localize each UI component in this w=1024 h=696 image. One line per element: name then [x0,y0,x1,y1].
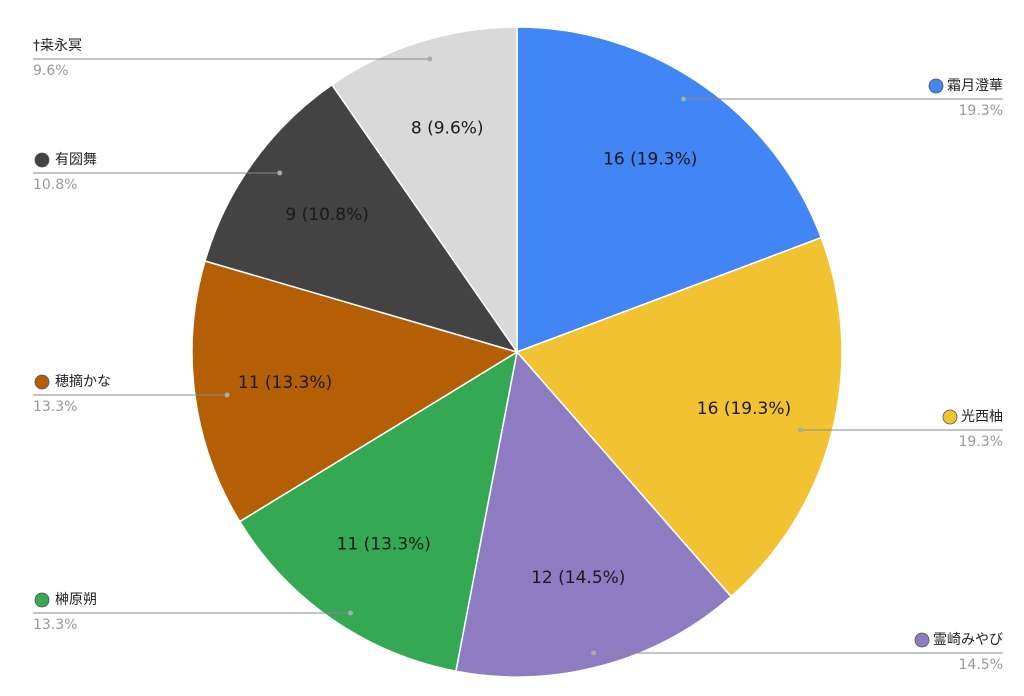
percent-label: 19.3% [959,103,1003,119]
pie-slice [204,83,519,354]
legend-swatch [928,78,944,94]
slice-label: 16 (19.3%) [603,150,697,170]
legend-swatch [942,409,958,425]
leader-dot [591,650,597,656]
legend-label: 光西柚 [961,409,1003,425]
legend-label: †桒永冥 [33,38,82,54]
percent-label: 10.8% [33,177,77,193]
legend-label: 霜月澄華 [947,78,1003,94]
legend-swatch [914,632,930,648]
leader-dot [347,610,353,616]
pie-slice [454,350,733,678]
slice-label: 12 (14.5%) [531,568,625,588]
slice-label: 8 (9.6%) [411,119,484,139]
legend-label: 霊崎みやび [933,632,1003,648]
slice-label: 9 (10.8%) [285,205,369,225]
pie-slice [330,26,518,355]
pie-slice [238,350,519,673]
legend-label: 穂摘かな [55,373,111,390]
slice-label: 11 (13.3%) [337,534,431,554]
leader-dot [224,392,230,398]
leader-dot [681,96,687,102]
percent-label: 13.3% [33,399,77,415]
percent-label: 14.5% [959,657,1003,673]
legend-label: 榊原朔 [55,592,97,608]
legend-swatch [34,152,50,168]
leader-dot [798,427,804,433]
slice-label: 16 (19.3%) [697,399,791,419]
percent-label: 9.6% [33,63,69,79]
legend-label: 有圀舞 [55,152,97,168]
slice-label: 11 (13.3%) [238,373,332,393]
percent-label: 13.3% [33,617,77,633]
leader-dot [427,56,433,62]
pie-slice [515,236,843,598]
legend-swatch [34,592,50,608]
percent-label: 19.3% [959,434,1003,450]
legend-swatch [34,374,50,390]
pie-slice [516,26,823,354]
leader-dot [277,170,283,176]
